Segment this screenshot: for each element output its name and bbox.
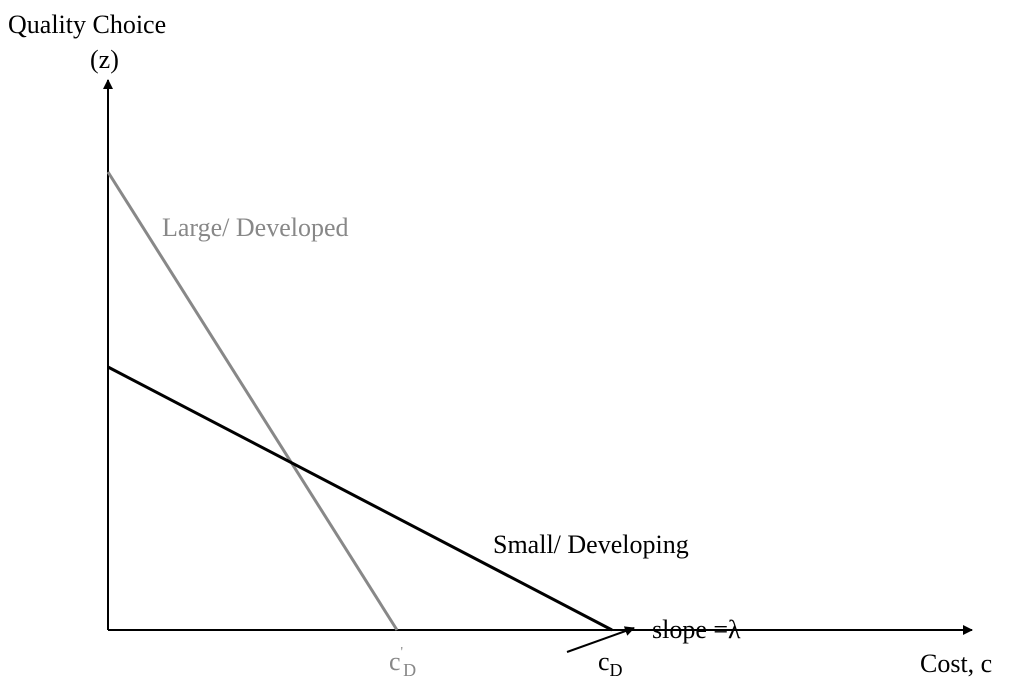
slope-arrow (566, 626, 635, 653)
y-axis-symbol: (z) (90, 45, 119, 74)
curve-label: Small/ Developing (493, 530, 689, 559)
curve-label: Large/ Developed (162, 213, 349, 242)
intercept-sub: D (403, 660, 416, 680)
intercept-prime: ' (401, 645, 404, 660)
y-axis-label: Quality Choice (8, 10, 166, 39)
intercept-label: cD (598, 647, 623, 680)
slope-annotation: slope =λ (652, 615, 741, 644)
x-axis-label: Cost, c (920, 649, 992, 678)
intercept-base: c (389, 647, 401, 676)
large-developed-line (106, 171, 399, 631)
intercept-label: c'D (389, 645, 416, 680)
intercept-sub: D (610, 660, 623, 680)
intercept-base: c (598, 647, 610, 676)
small-developing-line (107, 365, 613, 632)
